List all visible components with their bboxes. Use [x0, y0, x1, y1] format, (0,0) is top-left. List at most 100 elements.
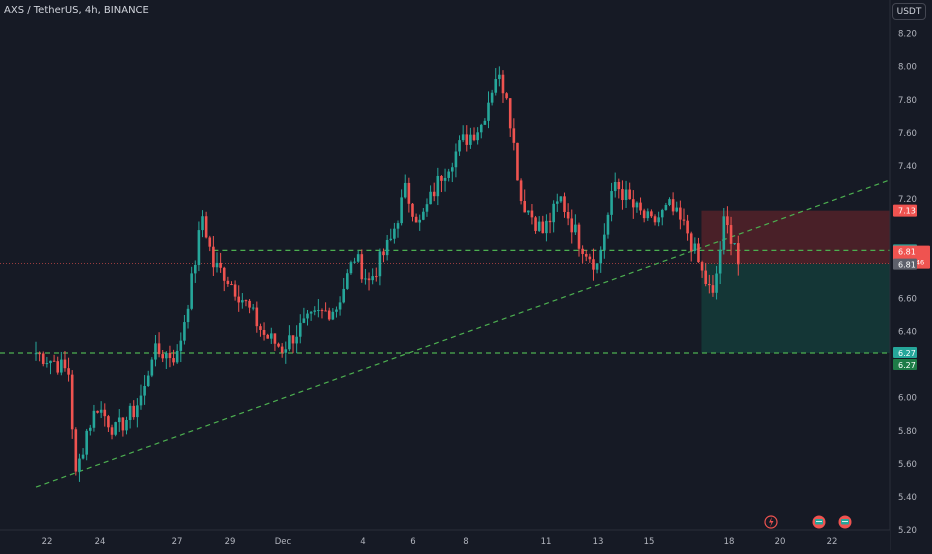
candle: [165, 351, 168, 369]
candle: [443, 168, 447, 192]
stop-price-tag: 7.13: [893, 204, 917, 217]
candle-body: [610, 191, 613, 215]
candle-body: [49, 360, 52, 364]
candle: [603, 223, 606, 259]
candle: [682, 208, 686, 226]
candle-body: [693, 243, 697, 251]
candle-body: [664, 204, 668, 210]
candle: [52, 354, 56, 362]
candle-body: [219, 262, 222, 268]
candle-body: [74, 429, 78, 472]
candle: [244, 299, 248, 307]
candle-body: [617, 181, 621, 190]
candle: [146, 370, 150, 388]
candle: [132, 400, 136, 420]
candle-body: [519, 180, 523, 202]
earnings-icon[interactable]: [812, 515, 826, 529]
candle: [393, 222, 396, 244]
candle: [436, 167, 440, 206]
candle: [110, 424, 114, 440]
drawing-lines[interactable]: [0, 168, 920, 488]
candle-body: [262, 329, 266, 335]
candle-body: [603, 234, 606, 250]
candle: [284, 341, 288, 364]
candle: [570, 209, 574, 244]
candle-body: [599, 249, 603, 264]
candle: [183, 315, 186, 345]
candle: [298, 314, 302, 344]
candle: [331, 308, 335, 321]
candle-body: [136, 405, 139, 418]
candle-body: [346, 273, 349, 289]
candle: [107, 414, 110, 432]
candle: [248, 299, 251, 314]
candle: [508, 98, 512, 137]
earnings-icon[interactable]: [838, 515, 852, 529]
candle-body: [700, 262, 704, 271]
candle-body: [139, 395, 143, 406]
time-axis[interactable]: 22 24 27 29 Dec 4 6 8 11 13 15 18 20 22: [0, 529, 890, 550]
candle-body: [494, 79, 498, 93]
candle: [201, 210, 204, 238]
candle-body: [273, 333, 277, 344]
candle-body: [722, 216, 726, 250]
candle: [270, 327, 273, 344]
time-tick-label: 8: [463, 537, 468, 547]
candle: [374, 267, 378, 282]
candle: [346, 269, 349, 290]
entry-price-tag-bg: [893, 258, 917, 270]
stop-price-tag-value: 7.13: [898, 207, 916, 216]
candle: [523, 189, 526, 213]
candle-body: [222, 267, 226, 281]
candle: [617, 178, 621, 199]
candle-body: [411, 203, 414, 217]
candle: [204, 211, 208, 239]
candle-body: [657, 217, 660, 223]
currency-button[interactable]: USDT: [892, 3, 926, 20]
candle: [621, 180, 624, 210]
candle: [610, 182, 613, 222]
candle: [494, 68, 498, 96]
candle-body: [143, 386, 146, 396]
target-price-tag-bg: [893, 347, 917, 359]
candle: [704, 262, 707, 287]
candle: [592, 248, 595, 281]
candle: [385, 234, 389, 261]
candle: [534, 215, 537, 234]
candlestick-series: [34, 66, 740, 482]
candle-body: [396, 223, 400, 229]
candle-body: [400, 197, 403, 224]
candle-body: [682, 219, 686, 221]
candle-body: [537, 221, 541, 231]
candle-body: [508, 98, 512, 129]
candle-body: [548, 220, 552, 223]
candle-body: [284, 349, 288, 353]
candle-body: [577, 224, 581, 249]
candle-body: [38, 353, 41, 355]
candle-body: [570, 218, 574, 233]
candle-body: [110, 427, 114, 435]
event-markers[interactable]: [764, 515, 852, 529]
candle-body: [436, 175, 440, 197]
candle: [657, 211, 660, 227]
candle-body: [298, 322, 302, 337]
candle-body: [52, 360, 56, 362]
candle-body: [592, 259, 595, 270]
candle-body: [208, 237, 212, 247]
candle-body: [226, 280, 230, 285]
flash-icon[interactable]: [764, 515, 778, 529]
candle-body: [179, 340, 183, 351]
candle-body: [150, 359, 154, 376]
candle-body: [505, 93, 508, 99]
candle: [519, 178, 523, 205]
candle-body: [302, 318, 306, 323]
candle: [306, 310, 309, 326]
price-axis[interactable]: 8.208.007.807.607.407.206.606.406.206.00…: [889, 0, 932, 550]
candle-body: [371, 276, 374, 281]
candle-body: [288, 335, 291, 350]
candle-body: [516, 142, 519, 181]
candle: [595, 263, 599, 274]
position-zones: [701, 210, 890, 354]
